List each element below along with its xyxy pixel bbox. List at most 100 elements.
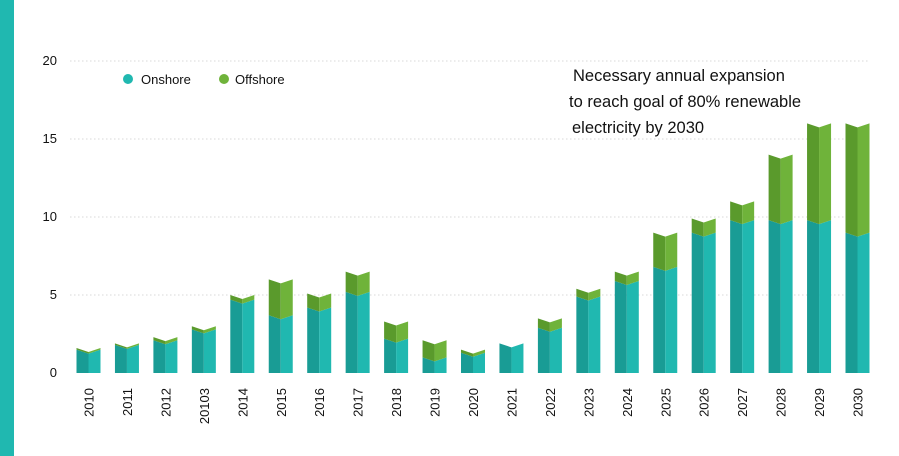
bar-2010 xyxy=(76,348,101,373)
onshore-segment-right-face xyxy=(703,232,716,373)
onshore-segment-right-face xyxy=(665,266,678,373)
offshore-segment-right-face xyxy=(434,340,447,362)
bar-2027 xyxy=(730,201,755,373)
legend-offshore-label: Offshore xyxy=(235,72,285,87)
onshore-segment-left-face xyxy=(730,220,743,373)
onshore-segment-right-face xyxy=(319,307,332,373)
offshore-segment-right-face xyxy=(665,232,678,271)
onshore-segment-right-face xyxy=(280,315,293,373)
offshore-segment-right-face xyxy=(549,318,562,332)
onshore-segment-left-face xyxy=(153,340,166,373)
bar-2019 xyxy=(422,340,447,373)
offshore-segment-right-face xyxy=(126,343,139,349)
bar-2023 xyxy=(576,288,601,373)
bar-2016 xyxy=(307,293,332,373)
gridlines xyxy=(70,60,870,296)
y-tick-label: 15 xyxy=(43,131,57,146)
offshore-segment-left-face xyxy=(230,295,243,304)
x-tick-label: 2016 xyxy=(312,388,327,417)
onshore-segment-left-face xyxy=(845,232,858,373)
x-tick-label: 2030 xyxy=(851,388,866,417)
onshore-segment-right-face xyxy=(165,340,178,373)
offshore-segment-left-face xyxy=(76,348,89,354)
offshore-segment-left-face xyxy=(807,123,820,225)
offshore-segment-left-face xyxy=(268,279,281,320)
offshore-segment-right-face xyxy=(165,337,178,345)
onshore-segment-left-face xyxy=(76,349,89,373)
x-tick-label: 2012 xyxy=(158,388,173,417)
offshore-segment-right-face xyxy=(396,321,409,343)
bar-20103 xyxy=(191,326,216,373)
offshore-segment-right-face xyxy=(357,271,370,296)
bar-2014 xyxy=(230,295,255,373)
onshore-segment-right-face xyxy=(588,296,601,373)
x-tick-label: 2014 xyxy=(235,388,250,417)
x-tick-label: 2022 xyxy=(543,388,558,417)
bar-2012 xyxy=(153,337,178,373)
x-tick-label: 2023 xyxy=(581,388,596,417)
offshore-segment-right-face xyxy=(703,218,716,237)
offshore-segment-right-face xyxy=(588,288,601,301)
x-tick-label: 2029 xyxy=(812,388,827,417)
offshore-segment-right-face xyxy=(203,326,216,334)
onshore-segment-left-face xyxy=(653,266,666,373)
annotation-line-1: Necessary annual expansion xyxy=(573,67,785,85)
x-tick-label: 2025 xyxy=(658,388,673,417)
offshore-segment-left-face xyxy=(576,288,589,301)
onshore-segment-left-face xyxy=(461,352,473,373)
x-axis: 2010 2011 2012 20103 2014 2015 2016 2017 2018 201… xyxy=(82,388,866,424)
bar-2022 xyxy=(537,318,562,373)
y-tick-label: 10 xyxy=(43,209,57,224)
offshore-segment-right-face xyxy=(742,201,755,225)
bar-2026 xyxy=(691,218,716,373)
accent-bar xyxy=(0,0,14,456)
x-tick-label: 2017 xyxy=(351,388,366,417)
legend-onshore-swatch xyxy=(123,74,133,84)
onshore-segment-right-face xyxy=(511,343,524,373)
annotation: Necessary annual expansion to reach goal… xyxy=(569,67,801,137)
onshore-segment-left-face xyxy=(422,357,435,373)
bar-2011 xyxy=(114,343,139,373)
x-tick-label: 2021 xyxy=(504,388,519,417)
y-axis: 0 5 10 15 20 xyxy=(43,53,57,380)
offshore-segment-left-face xyxy=(422,340,435,362)
offshore-segment-left-face xyxy=(191,326,204,334)
offshore-segment-right-face xyxy=(473,349,485,357)
bar-2017 xyxy=(345,271,370,373)
bar-2030 xyxy=(845,123,870,373)
onshore-segment-right-face xyxy=(819,220,832,373)
onshore-segment-right-face xyxy=(742,220,755,373)
offshore-segment-left-face xyxy=(653,232,666,271)
offshore-segment-left-face xyxy=(345,271,358,296)
offshore-segment-left-face xyxy=(153,337,166,345)
bars xyxy=(76,123,870,373)
y-tick-label: 0 xyxy=(50,365,57,380)
x-tick-label: 2020 xyxy=(466,388,481,417)
onshore-segment-right-face xyxy=(549,327,562,373)
offshore-segment-left-face xyxy=(768,154,781,225)
x-tick-label: 2019 xyxy=(428,388,443,417)
legend-offshore-swatch xyxy=(219,74,229,84)
onshore-segment-right-face xyxy=(88,349,101,373)
offshore-segment-left-face xyxy=(114,343,127,349)
offshore-segment-right-face xyxy=(857,123,870,237)
offshore-segment-left-face xyxy=(384,321,397,343)
offshore-segment-left-face xyxy=(614,271,627,285)
onshore-segment-left-face xyxy=(807,220,820,373)
offshore-segment-left-face xyxy=(537,318,550,332)
offshore-segment-left-face xyxy=(730,201,743,225)
bar-2020 xyxy=(461,349,485,373)
onshore-segment-right-face xyxy=(434,357,447,373)
onshore-segment-left-face xyxy=(307,307,320,373)
onshore-segment-left-face xyxy=(268,315,281,373)
x-tick-label: 2024 xyxy=(620,388,635,417)
onshore-segment-left-face xyxy=(114,344,127,373)
x-tick-label: 2015 xyxy=(274,388,289,417)
annotation-line-2: to reach goal of 80% renewable xyxy=(569,93,801,111)
onshore-segment-left-face xyxy=(191,329,204,373)
onshore-segment-left-face xyxy=(576,296,589,373)
onshore-segment-right-face xyxy=(203,329,216,373)
annotation-line-3: electricity by 2030 xyxy=(572,119,704,137)
onshore-segment-left-face xyxy=(230,299,243,373)
